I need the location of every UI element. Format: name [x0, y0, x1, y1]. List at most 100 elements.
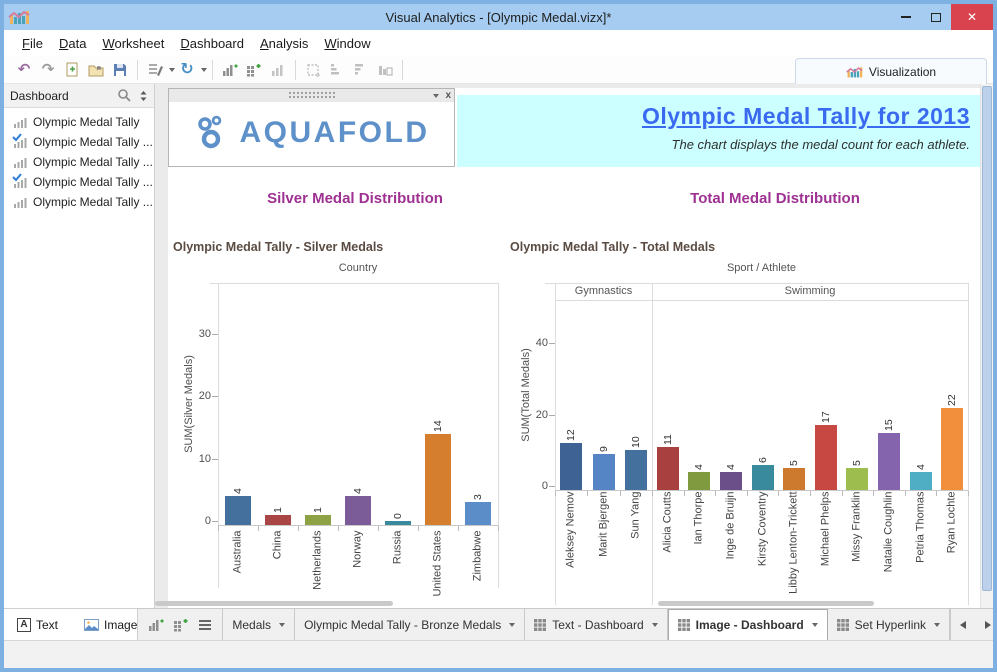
bar-missy-franklin[interactable] — [846, 468, 869, 490]
bar-kirsty-coventry[interactable] — [751, 464, 774, 490]
x-category-label: Missy Franklin — [850, 491, 863, 562]
bar-marit-bjergen[interactable] — [592, 453, 615, 490]
canvas-margin — [155, 84, 168, 608]
new-worksheet-button[interactable] — [219, 59, 241, 81]
bar-michael-phelps[interactable] — [814, 425, 837, 490]
bar-alicia-coutts[interactable] — [656, 446, 679, 490]
sidebar-item-2[interactable]: Olympic Medal Tally ... — [4, 152, 154, 172]
bar-ryan-lochte[interactable] — [941, 407, 964, 490]
sidebar-item-1[interactable]: Olympic Medal Tally ... — [4, 132, 154, 152]
save-button[interactable] — [109, 59, 131, 81]
x-tick-mark — [258, 526, 259, 531]
y-tick-mark — [212, 396, 218, 397]
tab-dropdown-caret[interactable] — [509, 622, 516, 627]
bar-ian-thorpe[interactable] — [688, 471, 711, 490]
swap-axes-button[interactable] — [302, 59, 324, 81]
tab-dropdown-caret[interactable] — [279, 622, 286, 627]
sort-order-icon[interactable] — [139, 90, 148, 102]
zone-header[interactable]: x — [169, 89, 454, 102]
tab-scroll-left-button[interactable] — [950, 609, 975, 640]
sort-ascending-button[interactable] — [326, 59, 348, 81]
title-bar: Visual Analytics - [Olympic Medal.vizx]*… — [4, 4, 993, 30]
toolbar: ↶ ↷ ↻ — [4, 56, 993, 84]
sidebar-item-label: Olympic Medal Tally ... — [33, 175, 153, 189]
bar-value-label: 5 — [788, 460, 801, 467]
menu-dashboard[interactable]: Dashboard — [180, 35, 244, 51]
new-file-button[interactable] — [61, 59, 83, 81]
undo-button[interactable]: ↶ — [17, 61, 31, 78]
tab-scroll-right-button[interactable] — [975, 609, 993, 640]
tab-text-dashboard[interactable]: Text - Dashboard — [525, 609, 668, 640]
new-worksheet-tab-icon[interactable] — [148, 617, 164, 632]
bar-united-states[interactable] — [425, 433, 451, 525]
tab-dropdown-caret[interactable] — [811, 623, 818, 627]
axis-baseline — [218, 525, 498, 526]
tab-label: Olympic Medal Tally - Bronze Medals — [304, 617, 502, 632]
zone-menu-caret-icon[interactable] — [433, 93, 440, 98]
hscroll-thumb-right[interactable] — [658, 601, 874, 606]
tab-medals[interactable]: Medals — [223, 609, 296, 640]
tab-image-dashboard[interactable]: Image - Dashboard — [667, 609, 828, 640]
sidebar-item-0[interactable]: Olympic Medal Tally — [4, 112, 154, 132]
bar-petria-thomas[interactable] — [909, 471, 932, 490]
menu-window[interactable]: Window — [324, 35, 371, 51]
image-zone[interactable]: x AQUAFOLD — [168, 88, 455, 167]
tab-dropdown-caret[interactable] — [651, 622, 658, 627]
zone-drag-handle-icon[interactable] — [287, 91, 336, 100]
close-button[interactable]: ✕ — [951, 4, 993, 30]
add-image-button[interactable]: Image — [84, 618, 137, 632]
aquafold-bubbles-icon — [197, 115, 221, 149]
sidebar-item-3[interactable]: Olympic Medal Tally ... — [4, 172, 154, 192]
chart-title: Olympic Medal Tally - Silver Medals — [173, 240, 384, 254]
tab-olympic-medal-tally-bronze-medals[interactable]: Olympic Medal Tally - Bronze Medals — [295, 609, 526, 640]
sort-descending-button[interactable] — [350, 59, 372, 81]
tab-dropdown-caret[interactable] — [934, 622, 941, 627]
sidebar-title: Dashboard — [10, 88, 69, 103]
bar-aleksey-nemov[interactable] — [560, 443, 583, 490]
sheet-list-icon[interactable] — [198, 619, 212, 631]
maximize-button[interactable] — [921, 4, 951, 30]
hscroll-thumb-left[interactable] — [155, 601, 393, 606]
vertical-scrollbar[interactable] — [980, 84, 993, 608]
bar-libby-lenton-trickett[interactable] — [783, 468, 806, 490]
bar-russia[interactable] — [385, 521, 411, 525]
format-dropdown-caret[interactable] — [169, 67, 175, 72]
vertical-scrollbar-thumb[interactable] — [982, 86, 992, 591]
bar-value-label: 10 — [629, 436, 642, 449]
menu-worksheet[interactable]: Worksheet — [102, 35, 165, 51]
new-dashboard-button[interactable] — [243, 59, 265, 81]
menu-analysis[interactable]: Analysis — [259, 35, 309, 51]
visualization-tab[interactable]: Visualization — [795, 58, 987, 84]
tab-set-hyperlink[interactable]: Set Hyperlink — [828, 609, 951, 640]
add-text-button[interactable]: A Text — [17, 617, 58, 632]
bar-inge-de-bruijn[interactable] — [720, 471, 742, 490]
redo-button[interactable]: ↷ — [41, 61, 55, 78]
refresh-button[interactable]: ↻ — [180, 60, 194, 78]
format-button[interactable] — [144, 59, 166, 81]
pane-divider-line — [498, 283, 499, 588]
refresh-dropdown-caret[interactable] — [201, 67, 207, 72]
chart-type-button[interactable] — [374, 59, 396, 81]
bar-china[interactable] — [265, 514, 291, 526]
bar-australia[interactable] — [225, 496, 251, 525]
bar-norway[interactable] — [345, 496, 371, 525]
sidebar-item-4[interactable]: Olympic Medal Tally ... — [4, 192, 154, 212]
new-dashboard-tab-icon[interactable] — [173, 617, 189, 632]
duplicate-worksheet-button[interactable] — [267, 59, 289, 81]
pane-divider-line — [555, 283, 556, 605]
zone-close-icon[interactable]: x — [445, 90, 451, 101]
top-axis-label: Country — [338, 262, 378, 274]
minimize-button[interactable] — [891, 4, 921, 30]
bar-sun-yang[interactable] — [624, 450, 647, 490]
chart-1: Olympic Medal Tally - Total Medals Sport … — [510, 240, 978, 608]
menu-file[interactable]: File — [22, 35, 43, 51]
title-banner: Olympic Medal Tally for 2013 The chart d… — [457, 95, 980, 167]
menu-data[interactable]: Data — [58, 35, 87, 51]
bar-natalie-coughlin[interactable] — [878, 432, 900, 490]
bar-zimbabwe[interactable] — [465, 502, 491, 526]
x-category-label: Russia — [391, 530, 404, 565]
search-icon[interactable] — [117, 88, 132, 103]
open-file-button[interactable] — [85, 59, 107, 81]
y-tick-mark — [549, 486, 555, 487]
bar-netherlands[interactable] — [305, 514, 331, 526]
